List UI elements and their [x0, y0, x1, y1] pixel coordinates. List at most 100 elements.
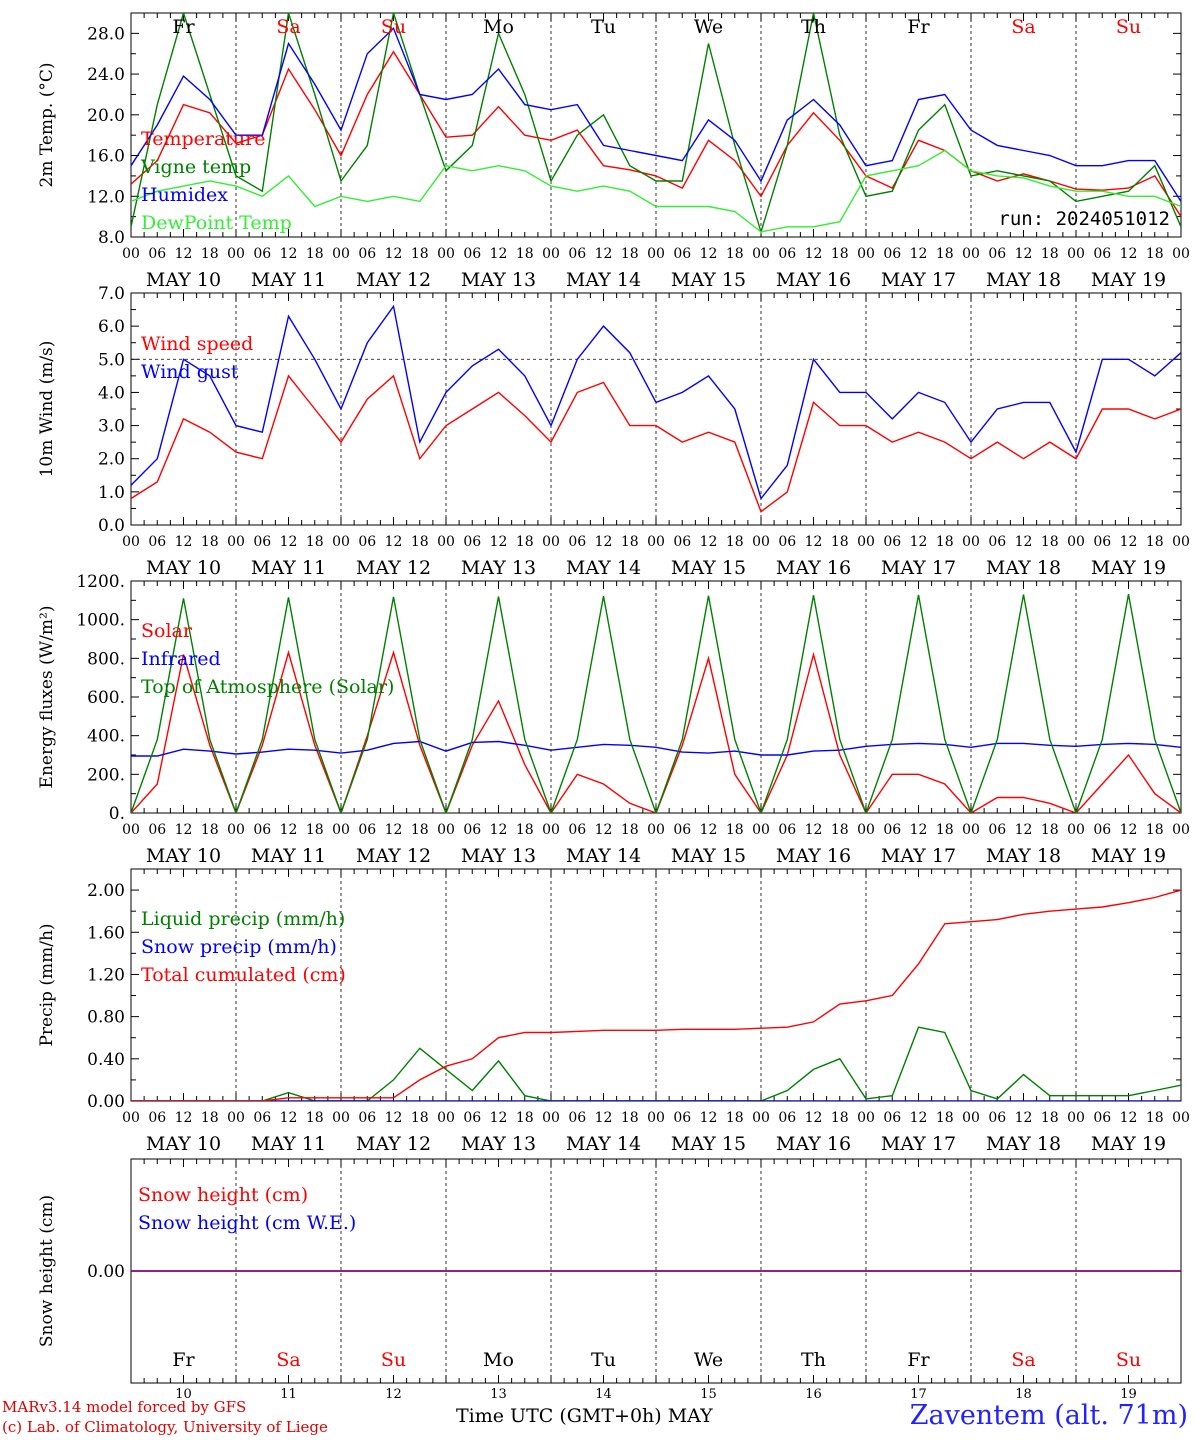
hour-tick-label: 12	[805, 246, 823, 262]
y-axis-label: Snow height (cm)	[37, 1195, 57, 1347]
hour-tick-label: 06	[568, 822, 586, 838]
date-label: MAY 19	[1091, 1133, 1166, 1155]
hour-tick-label: 12	[490, 246, 508, 262]
date-label: MAY 16	[776, 557, 851, 579]
hour-tick-label: 18	[831, 246, 849, 262]
hour-tick-label: 00	[857, 822, 875, 838]
hour-tick-label: 06	[988, 822, 1006, 838]
hour-tick-label: 06	[358, 1110, 376, 1126]
hour-tick-label: 18	[201, 1110, 219, 1126]
hour-tick-label: 00	[752, 534, 770, 550]
plot-frame	[130, 12, 1182, 238]
hour-tick-label: 18	[1041, 246, 1059, 262]
date-label: MAY 10	[146, 269, 221, 291]
weekday-label: Mo	[483, 16, 514, 38]
hour-tick-label: 00	[1172, 534, 1190, 550]
hour-tick-label: 00	[647, 822, 665, 838]
hour-tick-label: 00	[542, 246, 560, 262]
weekday-label: Fr	[907, 1349, 930, 1371]
date-label: MAY 10	[146, 1133, 221, 1155]
hour-tick-label: 06	[1093, 822, 1111, 838]
hour-tick-label: 18	[201, 246, 219, 262]
legend-entry: Wind speed	[141, 333, 253, 355]
hour-tick-label: 00	[227, 1110, 245, 1126]
legend-entry: Vigne temp	[140, 156, 251, 178]
hour-tick-label: 00	[962, 822, 980, 838]
hour-tick-label: 06	[463, 246, 481, 262]
hour-tick-label: 12	[595, 1110, 613, 1126]
hour-tick-label: 06	[673, 822, 691, 838]
hour-tick-label: 00	[647, 534, 665, 550]
hour-tick-label: 12	[175, 822, 193, 838]
hour-tick-label: 06	[463, 822, 481, 838]
date-label: MAY 14	[566, 1133, 641, 1155]
date-label: MAY 16	[776, 269, 851, 291]
hour-tick-label: 00	[1172, 246, 1190, 262]
hour-tick-label: 12	[1015, 534, 1033, 550]
hour-tick-label: 12	[385, 1110, 403, 1126]
hour-tick-label: 12	[385, 822, 403, 838]
hour-tick-label: 18	[306, 822, 324, 838]
day-number-label: 15	[700, 1387, 717, 1402]
weekday-label: Su	[381, 16, 406, 38]
date-label: MAY 18	[986, 1133, 1061, 1155]
hour-tick-label: 18	[516, 246, 534, 262]
hour-tick-label: 06	[673, 534, 691, 550]
hour-tick-label: 12	[595, 534, 613, 550]
y-axis-label: Precip (mm/h)	[37, 923, 57, 1046]
y-tick-label: 0.	[109, 804, 125, 824]
day-number-label: 16	[805, 1387, 822, 1402]
hour-tick-label: 18	[306, 534, 324, 550]
day-number-label: 13	[490, 1387, 507, 1402]
hour-tick-label: 18	[1041, 534, 1059, 550]
hour-tick-label: 12	[700, 822, 718, 838]
hour-tick-label: 12	[1015, 246, 1033, 262]
date-label: MAY 13	[461, 1133, 536, 1155]
hour-tick-label: 06	[148, 1110, 166, 1126]
hour-tick-label: 12	[1120, 246, 1138, 262]
hour-tick-label: 18	[516, 1110, 534, 1126]
y-tick-label: 2.00	[87, 881, 125, 901]
date-label: MAY 18	[986, 269, 1061, 291]
date-label: MAY 12	[356, 845, 431, 867]
hour-tick-label: 12	[385, 246, 403, 262]
run-label: run: 2024051012	[998, 208, 1170, 230]
hour-tick-label: 12	[700, 1110, 718, 1126]
hour-tick-label: 12	[490, 534, 508, 550]
y-tick-label: 20.0	[87, 106, 125, 126]
credit-line-1: MARv3.14 model forced by GFS	[2, 1398, 247, 1416]
legend-entry: Liquid precip (mm/h)	[141, 908, 345, 930]
hour-tick-label: 00	[542, 822, 560, 838]
hour-tick-label: 06	[1093, 1110, 1111, 1126]
hour-tick-label: 18	[831, 822, 849, 838]
weekday-label: Tu	[591, 16, 616, 38]
y-tick-label: 400.	[87, 727, 125, 747]
hour-tick-label: 18	[516, 534, 534, 550]
date-label: MAY 16	[776, 845, 851, 867]
day-number-label: 18	[1015, 1387, 1032, 1402]
hour-tick-label: 00	[122, 1110, 140, 1126]
hour-tick-label: 18	[621, 822, 639, 838]
hour-tick-label: 00	[227, 246, 245, 262]
date-label: MAY 12	[356, 557, 431, 579]
weekday-label: Su	[1116, 1349, 1141, 1371]
credit-line-2: (c) Lab. of Climatology, University of L…	[2, 1418, 328, 1436]
hour-tick-label: 12	[175, 1110, 193, 1126]
weekday-label: Su	[381, 1349, 406, 1371]
x-axis-label: Time UTC (GMT+0h) MAY	[456, 1405, 713, 1427]
hour-tick-label: 06	[253, 1110, 271, 1126]
hour-tick-label: 06	[358, 534, 376, 550]
hour-tick-label: 06	[883, 534, 901, 550]
weekday-label: Su	[1116, 16, 1141, 38]
hour-tick-label: 12	[175, 534, 193, 550]
y-tick-label: 2.0	[98, 450, 125, 470]
hour-tick-label: 06	[148, 246, 166, 262]
weekday-label: Mo	[483, 1349, 514, 1371]
date-label: MAY 10	[146, 845, 221, 867]
hour-tick-label: 18	[411, 534, 429, 550]
hour-tick-label: 00	[227, 822, 245, 838]
hour-tick-label: 18	[411, 1110, 429, 1126]
hour-tick-label: 18	[1146, 822, 1164, 838]
hour-tick-label: 18	[306, 1110, 324, 1126]
